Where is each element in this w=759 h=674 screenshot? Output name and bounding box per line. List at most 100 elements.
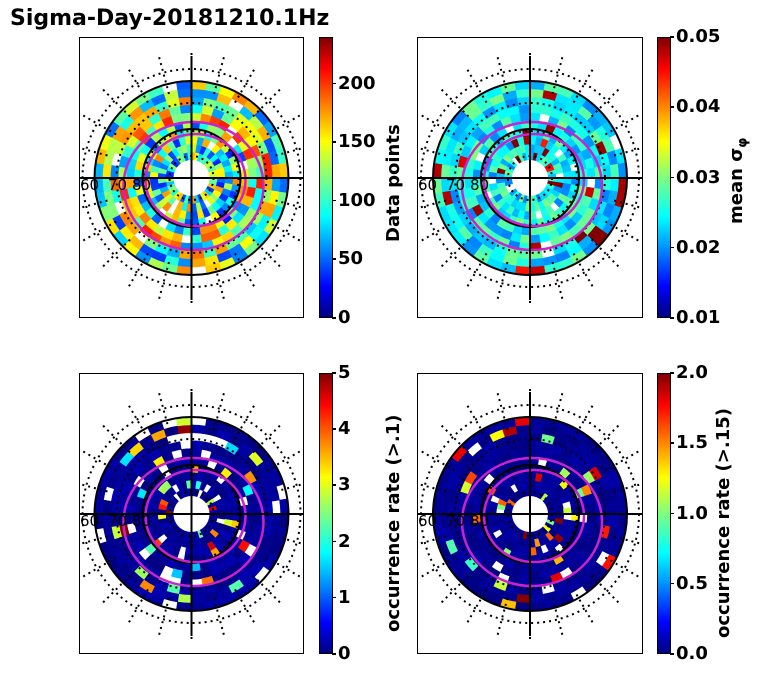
heatmap-cell (529, 96, 543, 106)
heatmap-cell (515, 593, 531, 604)
heatmap-cell (586, 503, 596, 515)
heatmap-cell (271, 177, 281, 193)
colorbar-tick-label: 1.0 (670, 502, 708, 524)
heatmap-cell (517, 250, 531, 260)
longitude-grid-line (590, 238, 621, 269)
auroral-oval-inner (482, 132, 586, 228)
longitude-grid-line (496, 597, 509, 637)
longitude-grid-line (551, 391, 564, 431)
heatmap-cell (529, 448, 541, 458)
heatmap-cell (517, 586, 531, 596)
longitude-grid-line (213, 597, 226, 637)
longitude-grid-line (81, 556, 117, 579)
heatmap-cell (177, 257, 192, 268)
latitude-label: 80 (470, 176, 489, 194)
colorbar-tick-label: 1 (332, 586, 351, 608)
heatmap-cell (271, 513, 281, 529)
colorbar-label: occurrence rate (>.1) (383, 414, 404, 632)
latitude-label: 70 (108, 176, 127, 194)
heatmap-cell (178, 586, 192, 596)
longitude-grid-line (613, 199, 642, 210)
heatmap-cell (519, 448, 531, 458)
longitude-grid-line (496, 55, 509, 95)
heatmap-cell (586, 513, 596, 525)
colorbar-tick-label: 50 (331, 248, 364, 270)
colorbar-mean-sigma (657, 37, 671, 318)
heatmap-cell (529, 226, 540, 236)
heatmap-cell (515, 257, 531, 268)
heatmap-cell (191, 96, 205, 106)
auroral-oval-outer (460, 456, 604, 588)
heatmap-cell (529, 562, 540, 572)
longitude-grid-line (252, 574, 283, 605)
heatmap-cell (191, 250, 205, 260)
heatmap-cell (191, 440, 204, 450)
longitude-grid-line (590, 87, 621, 118)
heatmap-cell (263, 165, 273, 179)
colorbar-label: Data points (383, 124, 404, 242)
latitude-label: 70 (446, 176, 465, 194)
heatmap-cell (191, 104, 204, 114)
latitude-label: 60 (418, 176, 437, 194)
longitude-grid-line (81, 449, 117, 472)
heatmap-cell (520, 562, 531, 572)
colorbar-tick-label: 0 (332, 643, 351, 664)
auroral-oval-outer (460, 120, 604, 252)
longitude-grid-line (439, 87, 470, 118)
heatmap-cell (191, 562, 201, 572)
heatmap-cell (529, 112, 541, 122)
latitude-label: 60 (80, 176, 99, 194)
heatmap-cell (191, 234, 203, 244)
heatmap-cell (515, 88, 531, 99)
colorbar-tick-label: 2.0 (670, 362, 708, 383)
colorbar-label: occurrence rate (>.15) (713, 408, 734, 638)
heatmap-cell (529, 440, 542, 450)
longitude-grid-line (100, 423, 131, 454)
longitude-grid-line (81, 220, 117, 243)
auroral-oval-outer (122, 456, 265, 588)
auroral-oval-inner (144, 132, 247, 228)
latitude-label: 70 (446, 512, 465, 530)
longitude-grid-line (275, 147, 303, 157)
longitude-grid-line (213, 55, 226, 95)
heatmap-cell (602, 501, 612, 515)
heatmap-cell (271, 163, 281, 179)
heatmap-cell (178, 96, 192, 106)
heatmap-cell (180, 448, 192, 458)
heatmap-cell (180, 570, 192, 580)
heatmap-cell (609, 163, 620, 179)
heatmap-cell (517, 432, 531, 442)
heatmap-cell (529, 250, 543, 260)
heatmap-cell (517, 96, 531, 106)
heatmap-cell (529, 104, 542, 114)
heatmap-cell (248, 513, 258, 525)
longitude-grid-line (213, 391, 226, 431)
heatmap-cell (602, 165, 612, 179)
longitude-grid-line (100, 574, 131, 605)
polar-heatmap-svg: 60 70 80 (80, 51, 303, 305)
longitude-grid-line (572, 67, 595, 104)
heatmap-cell (529, 424, 545, 435)
colorbar-tick-label: 100 (332, 189, 376, 211)
heatmap-cell (609, 177, 620, 193)
heatmap-cell (191, 448, 203, 458)
panel-mean-sigma: 60 70 80 (417, 37, 643, 318)
longitude-grid-line (252, 87, 283, 118)
heatmap-cell (529, 88, 545, 99)
heatmap-cell (263, 501, 273, 515)
latitude-label: 80 (132, 512, 151, 530)
colorbar-tick-label: 1.5 (670, 432, 708, 454)
longitude-grid-line (100, 238, 131, 269)
heatmap-cell (170, 568, 183, 579)
longitude-grid-line (590, 574, 621, 605)
longitude-grid-line (275, 483, 303, 493)
heatmap-cell (519, 112, 531, 122)
heatmap-cell (518, 440, 531, 450)
heatmap-cell (518, 104, 531, 114)
heatmap-cell (586, 167, 596, 179)
colorbar-tick-label: 0.03 (669, 166, 721, 188)
heatmap-cell (179, 104, 192, 114)
heatmap-cell (191, 257, 206, 268)
longitude-grid-line (213, 261, 226, 301)
heatmap-cell (529, 586, 543, 596)
